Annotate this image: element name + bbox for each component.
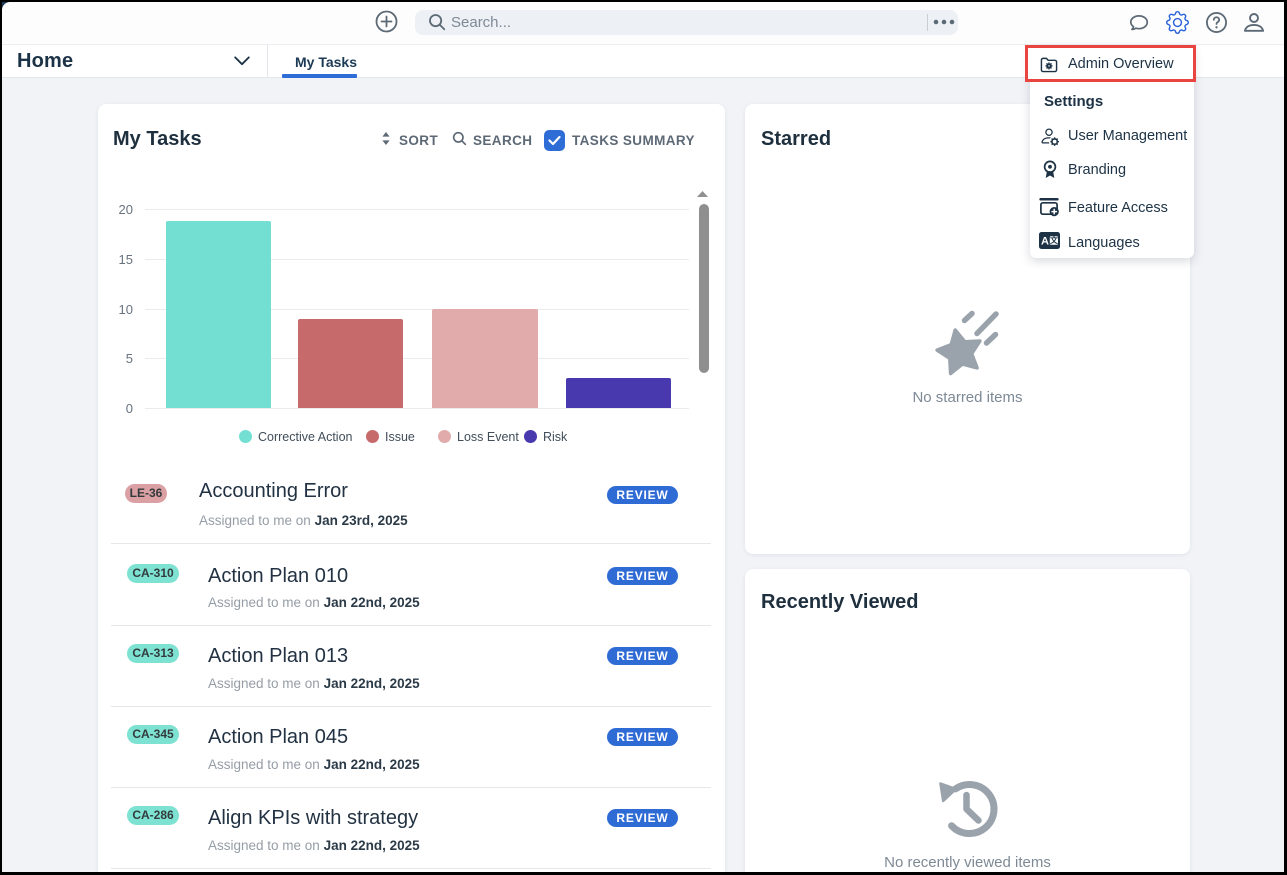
svg-text:A: A	[1041, 236, 1049, 248]
svg-text:文: 文	[1050, 235, 1059, 245]
